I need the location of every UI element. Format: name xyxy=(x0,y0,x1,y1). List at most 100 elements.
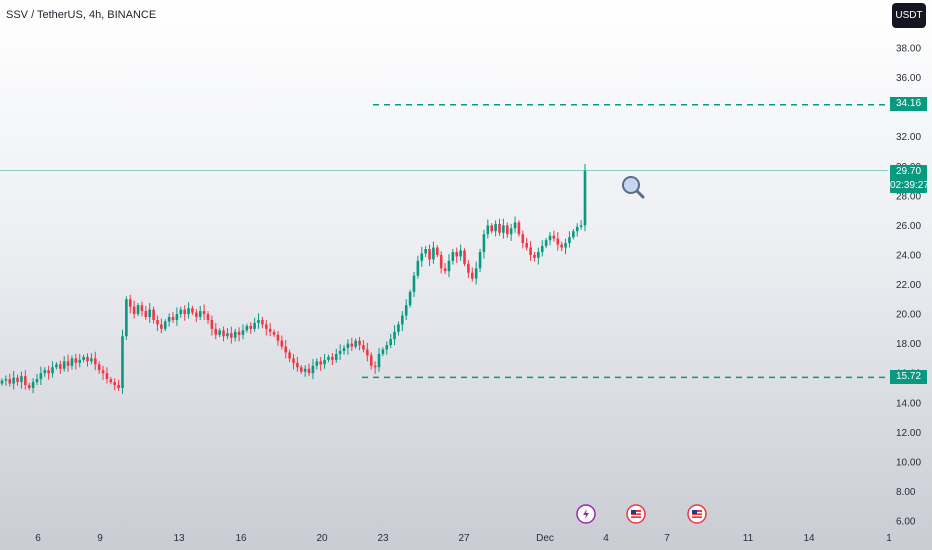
candle-body xyxy=(502,225,505,233)
candle-body xyxy=(552,235,556,239)
candle-body xyxy=(354,340,357,347)
price-tick-label: 32.00 xyxy=(896,132,921,143)
candle-body xyxy=(373,365,377,368)
candle-body xyxy=(288,352,291,359)
candle-body xyxy=(132,306,136,315)
candle-body xyxy=(105,373,109,380)
candle-body xyxy=(214,328,218,335)
last-price-value: 29.70 xyxy=(895,166,922,177)
time-axis[interactable]: 6 9 13 16 20 23 27 Dec 4 7 11 14 1 xyxy=(35,533,892,544)
candle-body xyxy=(101,370,105,374)
candle-body xyxy=(315,361,319,366)
candle-body xyxy=(401,315,404,325)
candle-body xyxy=(397,324,400,332)
candle-body xyxy=(272,331,276,335)
candle-body xyxy=(128,299,132,307)
candle-body xyxy=(35,379,39,383)
candle-body xyxy=(327,356,330,360)
candle-body xyxy=(195,312,198,318)
time-tick-label: Dec xyxy=(536,533,554,544)
candle-body xyxy=(241,330,245,335)
price-tick-label: 12.00 xyxy=(896,428,921,439)
candle-body xyxy=(529,247,532,255)
candle-body xyxy=(525,243,528,248)
price-tick-label: 28.00 xyxy=(896,191,921,202)
price-tick-label: 18.00 xyxy=(896,339,921,350)
us-flag-event-icon[interactable] xyxy=(626,504,646,524)
candle-body xyxy=(350,343,354,347)
candle-body xyxy=(160,324,163,329)
candle-body xyxy=(451,251,455,261)
candle-body xyxy=(253,322,256,329)
time-tick-label: 23 xyxy=(377,533,389,544)
candle-body xyxy=(191,308,194,313)
candle-body xyxy=(478,251,482,269)
candle-body xyxy=(261,319,264,325)
candle-body xyxy=(66,361,70,366)
us-flag-event-icon[interactable] xyxy=(687,504,707,524)
candle-body xyxy=(140,305,144,312)
candle-body xyxy=(125,299,128,337)
time-tick-label: 1 xyxy=(886,533,892,544)
candle-body xyxy=(381,349,385,354)
candle-body xyxy=(459,250,462,257)
candles xyxy=(0,164,587,394)
candle-body xyxy=(97,364,101,371)
candle-body xyxy=(537,251,540,258)
candle-body xyxy=(230,333,233,338)
candle-body xyxy=(90,358,93,362)
candle-body xyxy=(404,305,408,316)
candle-body xyxy=(385,345,389,350)
candle-body xyxy=(517,222,521,235)
currency-button[interactable]: USDT xyxy=(892,3,926,28)
last-price-tag: 29.70 02:39:27 xyxy=(890,165,929,193)
candle-body xyxy=(334,353,338,360)
price-axis[interactable]: 38.0036.0034.0032.0030.0028.0026.0024.00… xyxy=(896,44,921,528)
candle-body xyxy=(31,382,35,388)
time-tick-label: 20 xyxy=(316,533,328,544)
time-tick-label: 7 xyxy=(664,533,670,544)
candle-body xyxy=(78,359,82,363)
candle-body xyxy=(47,370,50,374)
candle-body xyxy=(167,317,171,322)
candle-body xyxy=(175,314,179,320)
event-markers[interactable] xyxy=(576,504,707,524)
candle-body xyxy=(27,385,31,388)
price-tick-label: 8.00 xyxy=(896,487,916,498)
time-tick-label: 6 xyxy=(35,533,41,544)
candle-body xyxy=(408,291,412,306)
candle-body xyxy=(148,309,151,318)
candle-body xyxy=(206,314,210,320)
candle-body xyxy=(51,367,54,374)
candle-body xyxy=(420,253,424,261)
candle-body xyxy=(296,362,299,368)
candle-body xyxy=(198,311,202,318)
chart-title: SSV / TetherUS, 4h, BINANCE xyxy=(6,9,157,21)
time-tick-label: 13 xyxy=(173,533,185,544)
candle-body xyxy=(117,385,120,388)
time-tick-label: 4 xyxy=(603,533,609,544)
candle-body xyxy=(109,379,113,383)
candle-body xyxy=(463,250,466,264)
candle-body xyxy=(0,380,4,384)
candle-body xyxy=(447,260,451,272)
candle-body xyxy=(152,309,155,320)
candle-body xyxy=(59,364,62,369)
candle-body xyxy=(509,228,513,235)
candle-body xyxy=(513,222,517,229)
candle-body xyxy=(8,379,12,384)
candle-body xyxy=(264,324,268,329)
lightning-dividend-icon[interactable] xyxy=(576,504,596,524)
candle-body xyxy=(144,311,148,318)
candle-body xyxy=(443,268,447,272)
magnifier-icon[interactable] xyxy=(622,176,645,199)
time-tick-label: 27 xyxy=(458,533,470,544)
candle-body xyxy=(428,249,431,260)
candle-body xyxy=(4,379,8,381)
candle-body xyxy=(556,238,560,245)
price-tick-label: 22.00 xyxy=(896,280,921,291)
candle-body xyxy=(432,247,435,260)
candle-body xyxy=(393,331,396,340)
